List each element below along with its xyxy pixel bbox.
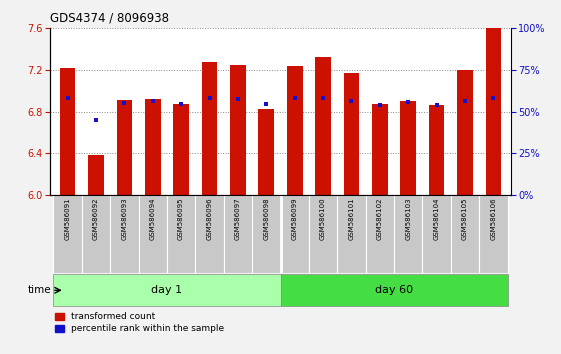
Text: GSM586096: GSM586096 (206, 197, 213, 240)
Text: GSM586095: GSM586095 (178, 197, 184, 240)
FancyBboxPatch shape (53, 274, 280, 306)
Text: GSM586097: GSM586097 (235, 197, 241, 240)
FancyBboxPatch shape (252, 195, 280, 273)
Bar (287, 66, 302, 195)
Bar (173, 104, 189, 195)
FancyBboxPatch shape (366, 195, 394, 273)
Text: GSM586105: GSM586105 (462, 197, 468, 240)
Bar (59, 68, 75, 195)
Text: GDS4374 / 8096938: GDS4374 / 8096938 (50, 12, 169, 25)
Bar (429, 105, 444, 195)
FancyBboxPatch shape (394, 195, 422, 273)
Text: day 1: day 1 (151, 285, 182, 295)
FancyBboxPatch shape (451, 195, 479, 273)
Text: GSM586098: GSM586098 (263, 197, 269, 240)
FancyBboxPatch shape (82, 195, 110, 273)
Text: GSM586092: GSM586092 (93, 197, 99, 240)
Text: GSM586094: GSM586094 (150, 197, 156, 240)
Bar (145, 99, 160, 195)
FancyBboxPatch shape (139, 195, 167, 273)
FancyBboxPatch shape (53, 195, 82, 273)
FancyBboxPatch shape (167, 195, 195, 273)
FancyBboxPatch shape (309, 195, 337, 273)
Bar (259, 109, 274, 195)
Bar (486, 28, 502, 195)
Text: time: time (27, 285, 51, 295)
Text: GSM586099: GSM586099 (292, 197, 298, 240)
FancyBboxPatch shape (224, 195, 252, 273)
Bar (117, 100, 132, 195)
Text: GSM586102: GSM586102 (377, 197, 383, 240)
Bar (230, 65, 246, 195)
FancyBboxPatch shape (110, 195, 139, 273)
FancyBboxPatch shape (422, 195, 451, 273)
FancyBboxPatch shape (280, 195, 309, 273)
Text: GSM586100: GSM586100 (320, 197, 326, 240)
Bar (315, 57, 331, 195)
FancyBboxPatch shape (280, 274, 508, 306)
Text: GSM586091: GSM586091 (65, 197, 71, 240)
Text: GSM586106: GSM586106 (490, 197, 496, 240)
Legend: transformed count, percentile rank within the sample: transformed count, percentile rank withi… (55, 313, 224, 333)
Bar (372, 104, 388, 195)
Bar (202, 62, 217, 195)
FancyBboxPatch shape (479, 195, 508, 273)
FancyBboxPatch shape (337, 195, 366, 273)
Text: GSM586101: GSM586101 (348, 197, 355, 240)
Text: GSM586103: GSM586103 (405, 197, 411, 240)
Text: GSM586093: GSM586093 (121, 197, 127, 240)
Bar (88, 155, 104, 195)
Bar (457, 70, 473, 195)
Bar (344, 73, 359, 195)
FancyBboxPatch shape (195, 195, 224, 273)
Text: GSM586104: GSM586104 (434, 197, 440, 240)
Bar (401, 101, 416, 195)
Text: day 60: day 60 (375, 285, 413, 295)
